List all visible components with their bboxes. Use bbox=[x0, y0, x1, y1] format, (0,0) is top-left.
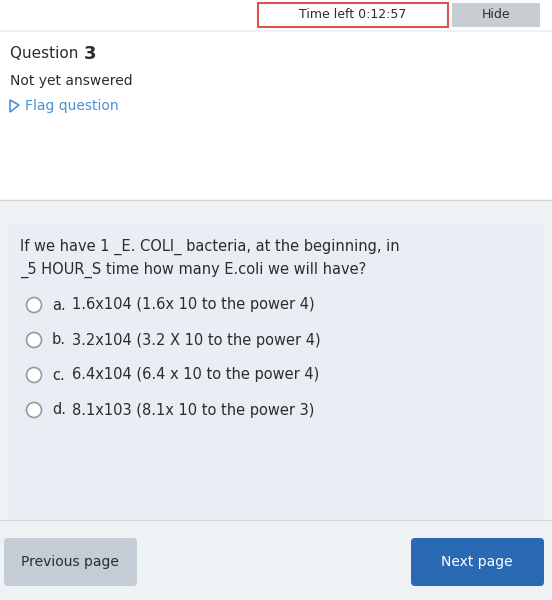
FancyBboxPatch shape bbox=[8, 225, 544, 520]
FancyBboxPatch shape bbox=[4, 538, 137, 586]
Text: _5 HOUR_S time how many E.coli we will have?: _5 HOUR_S time how many E.coli we will h… bbox=[20, 262, 366, 278]
Circle shape bbox=[26, 298, 41, 313]
Circle shape bbox=[26, 332, 41, 347]
Text: Flag question: Flag question bbox=[25, 99, 119, 113]
Text: Hide: Hide bbox=[482, 8, 510, 22]
FancyBboxPatch shape bbox=[411, 538, 544, 586]
FancyBboxPatch shape bbox=[0, 200, 552, 225]
Text: If we have 1 _E. COLI_ bacteria, at the beginning, in: If we have 1 _E. COLI_ bacteria, at the … bbox=[20, 239, 400, 255]
Text: Previous page: Previous page bbox=[21, 555, 119, 569]
FancyBboxPatch shape bbox=[0, 520, 552, 600]
Text: 8.1x103 (8.1x 10 to the power 3): 8.1x103 (8.1x 10 to the power 3) bbox=[72, 403, 315, 418]
Text: 3: 3 bbox=[84, 45, 97, 63]
Text: 3.2x104 (3.2 X 10 to the power 4): 3.2x104 (3.2 X 10 to the power 4) bbox=[72, 332, 321, 347]
FancyBboxPatch shape bbox=[0, 32, 552, 200]
Text: 6.4x104 (6.4 x 10 to the power 4): 6.4x104 (6.4 x 10 to the power 4) bbox=[72, 367, 319, 383]
Text: d.: d. bbox=[52, 403, 66, 418]
Text: Not yet answered: Not yet answered bbox=[10, 74, 132, 88]
Text: 1.6x104 (1.6x 10 to the power 4): 1.6x104 (1.6x 10 to the power 4) bbox=[72, 298, 315, 313]
FancyBboxPatch shape bbox=[258, 3, 448, 27]
Text: Question: Question bbox=[10, 46, 83, 61]
FancyBboxPatch shape bbox=[452, 3, 540, 27]
Text: Next page: Next page bbox=[441, 555, 513, 569]
Text: Time left 0:12:57: Time left 0:12:57 bbox=[299, 8, 407, 22]
Circle shape bbox=[26, 367, 41, 383]
FancyBboxPatch shape bbox=[0, 0, 552, 30]
Text: b.: b. bbox=[52, 332, 66, 347]
Text: c.: c. bbox=[52, 367, 65, 383]
Circle shape bbox=[26, 403, 41, 418]
Text: a.: a. bbox=[52, 298, 66, 313]
